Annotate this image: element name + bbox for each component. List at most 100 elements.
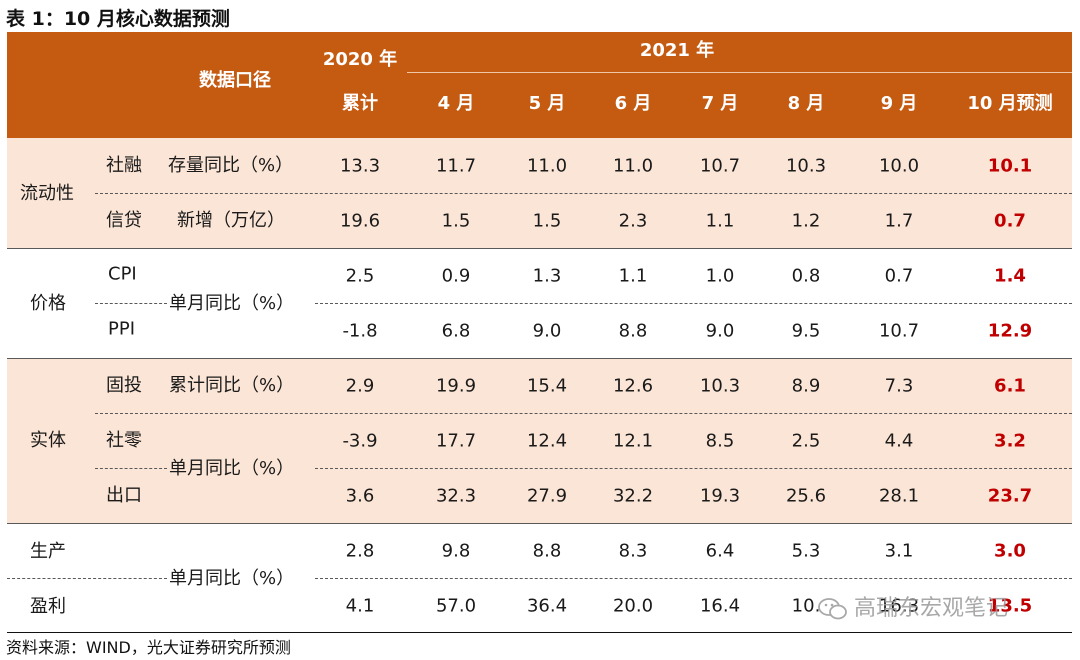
header-divider bbox=[407, 72, 1072, 73]
cell-2020-cumulative: -1.8 bbox=[342, 320, 378, 341]
header-year-2020: 2020 年 bbox=[322, 49, 398, 70]
cell-month-value: 6.8 bbox=[441, 320, 471, 341]
cell-month-value: 9.0 bbox=[705, 320, 735, 341]
cell-month-value: 2.5 bbox=[791, 430, 821, 451]
cell-month-value: 28.1 bbox=[878, 485, 920, 506]
cell-month-value: 12.4 bbox=[526, 430, 568, 451]
table-row: 19.6 1.5 1.5 2.3 1.1 1.2 1.7 0.7 bbox=[7, 193, 1072, 248]
group-liquidity: 流动性 bbox=[20, 183, 74, 204]
table-header: 数据口径 2020 年 累计 2021 年 4 月 5 月 6 月 7 月 8 … bbox=[7, 32, 1072, 138]
group-separator bbox=[7, 358, 1072, 359]
row-separator bbox=[95, 413, 1072, 414]
cell-month-value: 0.8 bbox=[791, 265, 821, 286]
table-row: 13.3 11.7 11.0 11.0 10.7 10.3 10.0 10.1 bbox=[7, 138, 1072, 193]
cell-month-value: 8.3 bbox=[618, 540, 648, 561]
header-month: 6 月 bbox=[614, 93, 652, 114]
cell-2020-cumulative: 2.5 bbox=[345, 265, 375, 286]
cell-month-value: 10. bbox=[791, 595, 821, 616]
table-row: 3.6 32.3 27.9 32.2 19.3 25.6 28.1 23.7 bbox=[7, 468, 1072, 523]
cell-forecast: 3.2 bbox=[994, 430, 1026, 451]
group-profit: 盈利 bbox=[30, 596, 66, 617]
cell-forecast: 3.0 bbox=[994, 540, 1026, 561]
header-caliber: 数据口径 bbox=[199, 70, 271, 91]
cell-forecast: 12.9 bbox=[987, 320, 1033, 341]
cell-forecast: 1.4 bbox=[994, 265, 1026, 286]
cell-month-value: 0.9 bbox=[441, 265, 471, 286]
cell-month-value: 19.3 bbox=[699, 485, 741, 506]
row-separator bbox=[315, 468, 1072, 469]
cell-month-value: 10.7 bbox=[699, 155, 741, 176]
cell-month-value: 10.0 bbox=[878, 155, 920, 176]
header-month: 9 月 bbox=[880, 93, 918, 114]
cell-month-value: 8.8 bbox=[532, 540, 562, 561]
metric-label: 新增（万亿） bbox=[177, 210, 285, 231]
cell-month-value: 5.3 bbox=[791, 540, 821, 561]
group-production: 生产 bbox=[30, 541, 66, 562]
cell-month-value: 1.5 bbox=[441, 210, 471, 231]
row-separator bbox=[315, 303, 1072, 304]
item-label: 信贷 bbox=[106, 210, 142, 231]
group-real: 实体 bbox=[30, 430, 66, 451]
cell-2020-cumulative: 2.8 bbox=[345, 540, 375, 561]
source-note: 资料来源：WIND，光大证券研究所预测 bbox=[6, 638, 291, 657]
cell-forecast: 10.1 bbox=[987, 155, 1033, 176]
table-row: -1.8 6.8 9.0 8.8 9.0 9.5 10.7 12.9 bbox=[7, 303, 1072, 358]
cell-month-value: 12.1 bbox=[612, 430, 654, 451]
watermark-text: 高瑞东宏观笔记 bbox=[854, 596, 1009, 621]
table-row: 4.1 57.0 36.4 20.0 16.4 10. 16.3 13.5 bbox=[7, 578, 1072, 633]
cell-month-value: 2.3 bbox=[618, 210, 648, 231]
group-price: 价格 bbox=[30, 293, 66, 314]
cell-month-value: 10.3 bbox=[785, 155, 827, 176]
cell-month-value: 7.3 bbox=[884, 375, 914, 396]
cell-month-value: 10.3 bbox=[699, 375, 741, 396]
row-separator bbox=[7, 578, 167, 579]
item-label: CPI bbox=[108, 263, 137, 285]
cell-2020-cumulative: -3.9 bbox=[342, 430, 378, 451]
cell-forecast: 13.5 bbox=[987, 595, 1033, 616]
cell-month-value: 11.0 bbox=[526, 155, 568, 176]
cell-month-value: 12.6 bbox=[612, 375, 654, 396]
cell-month-value: 6.4 bbox=[705, 540, 735, 561]
cell-month-value: 17.7 bbox=[435, 430, 477, 451]
metric-label: 存量同比（%） bbox=[168, 155, 294, 176]
cell-month-value: 9.5 bbox=[791, 320, 821, 341]
header-cumulative: 累计 bbox=[342, 93, 378, 114]
row-separator bbox=[95, 468, 167, 469]
cell-2020-cumulative: 4.1 bbox=[345, 595, 375, 616]
watermark: 高瑞东宏观笔记 bbox=[818, 590, 1008, 622]
cell-month-value: 1.7 bbox=[884, 210, 914, 231]
cell-month-value: 1.1 bbox=[705, 210, 735, 231]
cell-month-value: 25.6 bbox=[785, 485, 827, 506]
cell-month-value: 10.7 bbox=[878, 320, 920, 341]
cell-month-value: 19.9 bbox=[435, 375, 477, 396]
cell-month-value: 16.3 bbox=[878, 595, 920, 616]
cell-month-value: 20.0 bbox=[612, 595, 654, 616]
header-forecast: 10 月预测 bbox=[967, 93, 1053, 114]
group-separator bbox=[7, 248, 1072, 249]
cell-month-value: 15.4 bbox=[526, 375, 568, 396]
item-label: 社融 bbox=[106, 155, 142, 176]
table-row: 2.9 19.9 15.4 12.6 10.3 8.9 7.3 6.1 bbox=[7, 358, 1072, 413]
cell-forecast: 0.7 bbox=[994, 210, 1026, 231]
cell-month-value: 57.0 bbox=[435, 595, 477, 616]
wechat-icon bbox=[818, 598, 847, 620]
group-separator bbox=[7, 523, 1072, 524]
table-row: 2.8 9.8 8.8 8.3 6.4 5.3 3.1 3.0 bbox=[7, 523, 1072, 578]
cell-month-value: 9.0 bbox=[532, 320, 562, 341]
cell-month-value: 11.7 bbox=[435, 155, 477, 176]
item-label: 出口 bbox=[106, 485, 142, 506]
cell-month-value: 1.3 bbox=[532, 265, 562, 286]
row-separator bbox=[95, 303, 167, 304]
cell-2020-cumulative: 19.6 bbox=[339, 210, 381, 231]
cell-month-value: 9.8 bbox=[441, 540, 471, 561]
cell-month-value: 32.3 bbox=[435, 485, 477, 506]
table-title: 表 1：10 月核心数据预测 bbox=[6, 8, 230, 30]
header-month: 8 月 bbox=[787, 93, 825, 114]
item-label: PPI bbox=[108, 318, 136, 340]
cell-month-value: 11.0 bbox=[612, 155, 654, 176]
cell-month-value: 1.0 bbox=[705, 265, 735, 286]
item-label: 社零 bbox=[106, 430, 142, 451]
cell-2020-cumulative: 3.6 bbox=[345, 485, 375, 506]
table-row: -3.9 17.7 12.4 12.1 8.5 2.5 4.4 3.2 bbox=[7, 413, 1072, 468]
header-month: 4 月 bbox=[437, 93, 475, 114]
